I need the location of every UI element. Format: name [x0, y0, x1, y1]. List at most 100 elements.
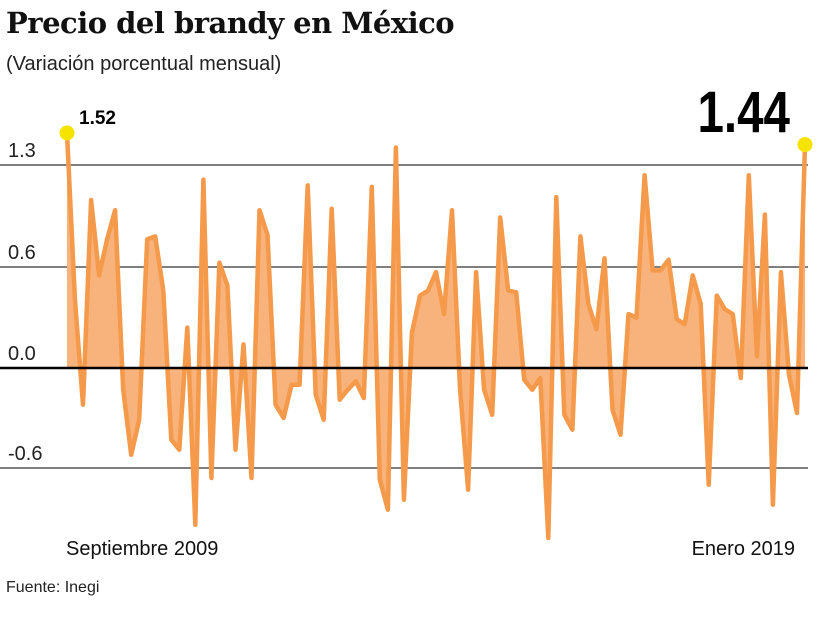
data-point — [603, 257, 605, 259]
data-point — [732, 313, 734, 315]
data-point — [491, 414, 493, 416]
data-point — [226, 285, 228, 287]
data-point — [644, 174, 646, 176]
data-point — [435, 271, 437, 273]
data-point — [499, 216, 501, 218]
data-point — [539, 377, 541, 379]
data-point — [587, 303, 589, 305]
data-point — [660, 269, 662, 271]
x-start-label: Septiembre 2009 — [66, 538, 218, 560]
data-point — [451, 209, 453, 211]
data-point — [234, 449, 236, 451]
series-area — [67, 132, 805, 538]
data-point — [571, 429, 573, 431]
data-point — [692, 274, 694, 276]
data-point — [595, 328, 597, 330]
data-point — [186, 327, 188, 329]
data-point — [427, 290, 429, 292]
data-point — [267, 234, 269, 236]
data-point — [339, 399, 341, 401]
data-point — [668, 259, 670, 261]
data-point — [515, 291, 517, 293]
data-point — [347, 389, 349, 391]
data-point — [138, 419, 140, 421]
data-point — [331, 208, 333, 210]
data-point — [114, 209, 116, 211]
data-point — [379, 479, 381, 481]
x-end-label: Enero 2019 — [692, 538, 795, 560]
annotation-first: 1.52 — [79, 108, 116, 129]
data-point — [700, 303, 702, 305]
data-point — [251, 477, 252, 479]
data-point — [740, 377, 742, 379]
y-tick-label: 1.3 — [8, 140, 36, 162]
data-point — [242, 343, 244, 345]
y-tick-label: 0.6 — [8, 242, 36, 264]
data-point — [355, 380, 357, 382]
data-point — [796, 412, 798, 414]
chart-subtitle: (Variación porcentual mensual) — [6, 53, 282, 75]
data-point — [467, 489, 469, 491]
data-point — [756, 355, 758, 357]
annotation-last: 1.44 — [697, 81, 790, 146]
data-point — [676, 318, 678, 320]
data-point — [218, 262, 220, 264]
data-point — [708, 484, 710, 486]
highlight-point — [797, 137, 813, 153]
data-point — [283, 417, 285, 419]
data-point — [724, 308, 726, 310]
data-point — [531, 389, 533, 391]
data-point — [74, 300, 76, 302]
data-point — [555, 196, 557, 198]
data-point — [106, 238, 108, 240]
data-point — [523, 379, 525, 381]
data-point — [130, 454, 132, 456]
data-point — [772, 504, 774, 506]
data-point — [411, 332, 413, 334]
data-point — [459, 389, 461, 391]
data-point — [82, 404, 84, 406]
data-point — [780, 271, 782, 273]
data-point — [403, 499, 405, 501]
data-point — [628, 313, 630, 315]
data-point — [323, 419, 325, 421]
data-point — [547, 537, 549, 539]
data-point — [387, 509, 389, 511]
data-point — [259, 209, 261, 211]
data-point — [178, 449, 180, 451]
chart-title: Precio del brandy en México — [6, 6, 455, 40]
data-point — [202, 179, 204, 181]
y-tick-label: 0.0 — [8, 343, 36, 365]
source-note: Fuente: Inegi — [6, 579, 100, 596]
data-point — [98, 274, 100, 276]
data-point — [363, 397, 365, 399]
data-point — [299, 384, 301, 386]
data-point — [170, 439, 172, 441]
data-point — [475, 271, 477, 273]
highlight-point — [59, 125, 75, 141]
data-point — [122, 389, 124, 391]
data-point — [788, 374, 790, 376]
data-point — [315, 394, 317, 396]
data-point — [507, 290, 509, 292]
data-point — [275, 404, 277, 406]
data-point — [162, 290, 164, 292]
data-point — [611, 409, 613, 411]
data-point — [636, 317, 638, 318]
y-tick-label: -0.6 — [8, 443, 42, 465]
data-point — [154, 235, 156, 237]
data-point — [620, 434, 621, 436]
data-point — [483, 389, 485, 391]
data-point — [90, 199, 92, 201]
data-point — [652, 269, 654, 271]
data-point — [443, 313, 445, 315]
data-point — [395, 147, 397, 149]
data-point — [419, 295, 421, 297]
data-point — [194, 524, 196, 526]
data-point — [307, 184, 309, 186]
data-point — [371, 186, 373, 188]
data-point — [146, 238, 148, 240]
data-point — [716, 295, 718, 297]
data-point — [291, 384, 293, 386]
